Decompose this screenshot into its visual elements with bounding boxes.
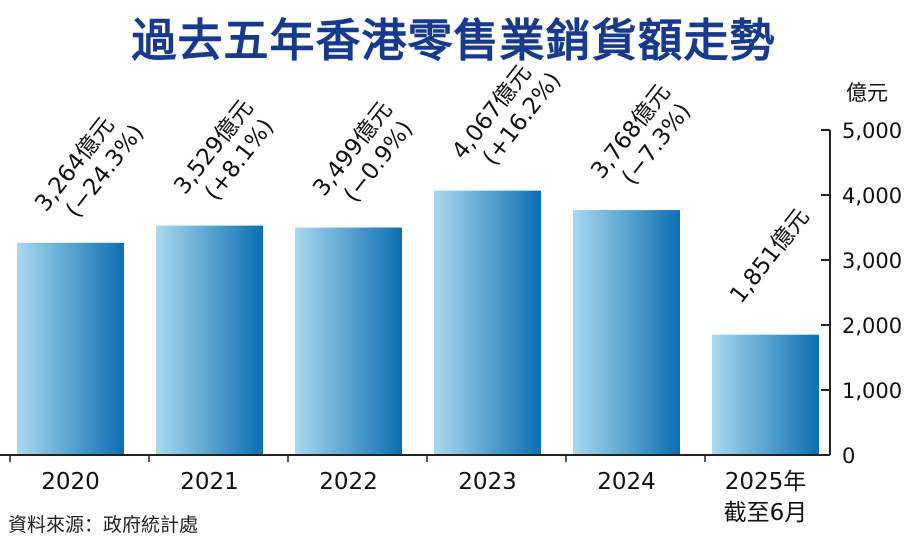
- data-label-value: 1,851億元: [725, 204, 814, 308]
- source-note: 資料來源：政府統計處: [8, 514, 199, 536]
- y-axis-unit: 億元: [846, 81, 888, 105]
- x-tick-label: 2025年: [725, 469, 807, 495]
- y-tick-label: 1,000: [842, 379, 902, 403]
- bar: [434, 190, 541, 455]
- y-tick-label: 2,000: [842, 314, 902, 338]
- x-tick-label: 2022: [319, 469, 378, 495]
- y-tick-label: 4,000: [842, 184, 902, 208]
- bar: [295, 227, 402, 455]
- x-tick-label: 2020: [41, 469, 100, 495]
- bar: [712, 334, 819, 455]
- y-tick-label: 5,000: [842, 119, 902, 143]
- x-tick-label: 2021: [180, 469, 239, 495]
- data-label-group: 4,067億元(+16.2%): [447, 60, 566, 170]
- bar: [573, 210, 680, 455]
- bar: [17, 242, 124, 455]
- data-label-group: 3,529億元(+8.1%): [169, 95, 279, 205]
- x-tick-label: 2024: [597, 469, 656, 495]
- data-label-group: 3,499億元(−0.9%): [308, 97, 418, 207]
- x-tick-note: 截至6月: [724, 500, 808, 526]
- data-label-group: 3,768億元(−7.3%): [586, 80, 696, 190]
- chart-title: 過去五年香港零售業銷貨額走勢: [131, 14, 776, 67]
- y-tick-label: 0: [842, 444, 855, 468]
- y-tick-label: 3,000: [842, 249, 902, 273]
- x-tick-label: 2023: [458, 469, 517, 495]
- data-label-group: 3,264億元(−24.3%): [30, 112, 149, 222]
- data-label-group: 1,851億元: [725, 204, 814, 308]
- bar: [156, 225, 263, 455]
